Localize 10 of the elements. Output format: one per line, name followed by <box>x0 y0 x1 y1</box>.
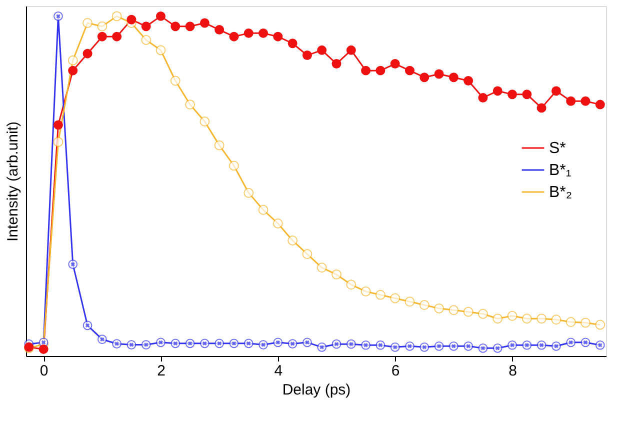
legend-label: B*₂ <box>549 184 572 201</box>
x-tick-label: 4 <box>274 362 283 380</box>
legend-label: B*₁ <box>549 162 572 179</box>
y-axis-title: Intensity (arb.unit) <box>4 121 22 242</box>
x-tick-label: 0 <box>40 362 48 380</box>
x-tick-label: 8 <box>508 362 517 380</box>
x-tick-label: 6 <box>391 362 400 380</box>
legend-label: S* <box>549 140 566 157</box>
x-tick-label: 2 <box>157 362 166 380</box>
x-axis-title: Delay (ps) <box>282 382 351 398</box>
